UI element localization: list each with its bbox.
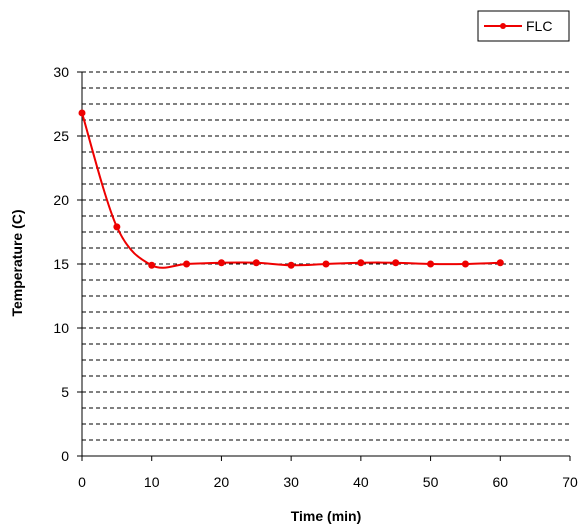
data-point	[148, 261, 156, 269]
x-tick-label: 50	[423, 474, 439, 490]
y-axis-ticks: 0 5 10 15 20 25 30	[53, 64, 82, 464]
x-tick-label: 30	[283, 474, 299, 490]
data-point	[392, 259, 400, 267]
x-tick-label: 0	[78, 474, 86, 490]
x-tick-label: 70	[562, 474, 578, 490]
x-axis-title: Time (min)	[291, 508, 362, 524]
data-point	[322, 260, 330, 268]
x-tick-label: 20	[214, 474, 230, 490]
x-tick-label: 40	[353, 474, 369, 490]
y-tick-label: 0	[61, 448, 69, 464]
y-tick-label: 25	[53, 128, 69, 144]
x-tick-label: 60	[492, 474, 508, 490]
data-point	[427, 260, 435, 268]
y-tick-label: 30	[53, 64, 69, 80]
legend-series-label: FLC	[526, 18, 552, 34]
data-point	[183, 260, 191, 268]
gridlines	[82, 71, 570, 441]
data-point	[252, 259, 260, 267]
x-tick-label: 10	[144, 474, 160, 490]
y-tick-label: 20	[53, 192, 69, 208]
y-tick-label: 5	[61, 384, 69, 400]
y-tick-label: 10	[53, 320, 69, 336]
data-point	[357, 259, 365, 267]
data-point	[113, 223, 121, 231]
data-point	[496, 259, 504, 267]
data-point	[78, 109, 86, 117]
series-layer	[78, 109, 504, 269]
legend-marker	[500, 23, 506, 29]
data-point	[461, 260, 469, 268]
data-point	[217, 259, 225, 267]
data-point	[287, 261, 295, 269]
legend: FLC	[477, 10, 570, 42]
x-axis-ticks: 0 10 20 30 40 50 60 70	[78, 456, 578, 490]
y-axis-title: Temperature (C)	[9, 209, 25, 316]
y-tick-label: 15	[53, 256, 69, 272]
